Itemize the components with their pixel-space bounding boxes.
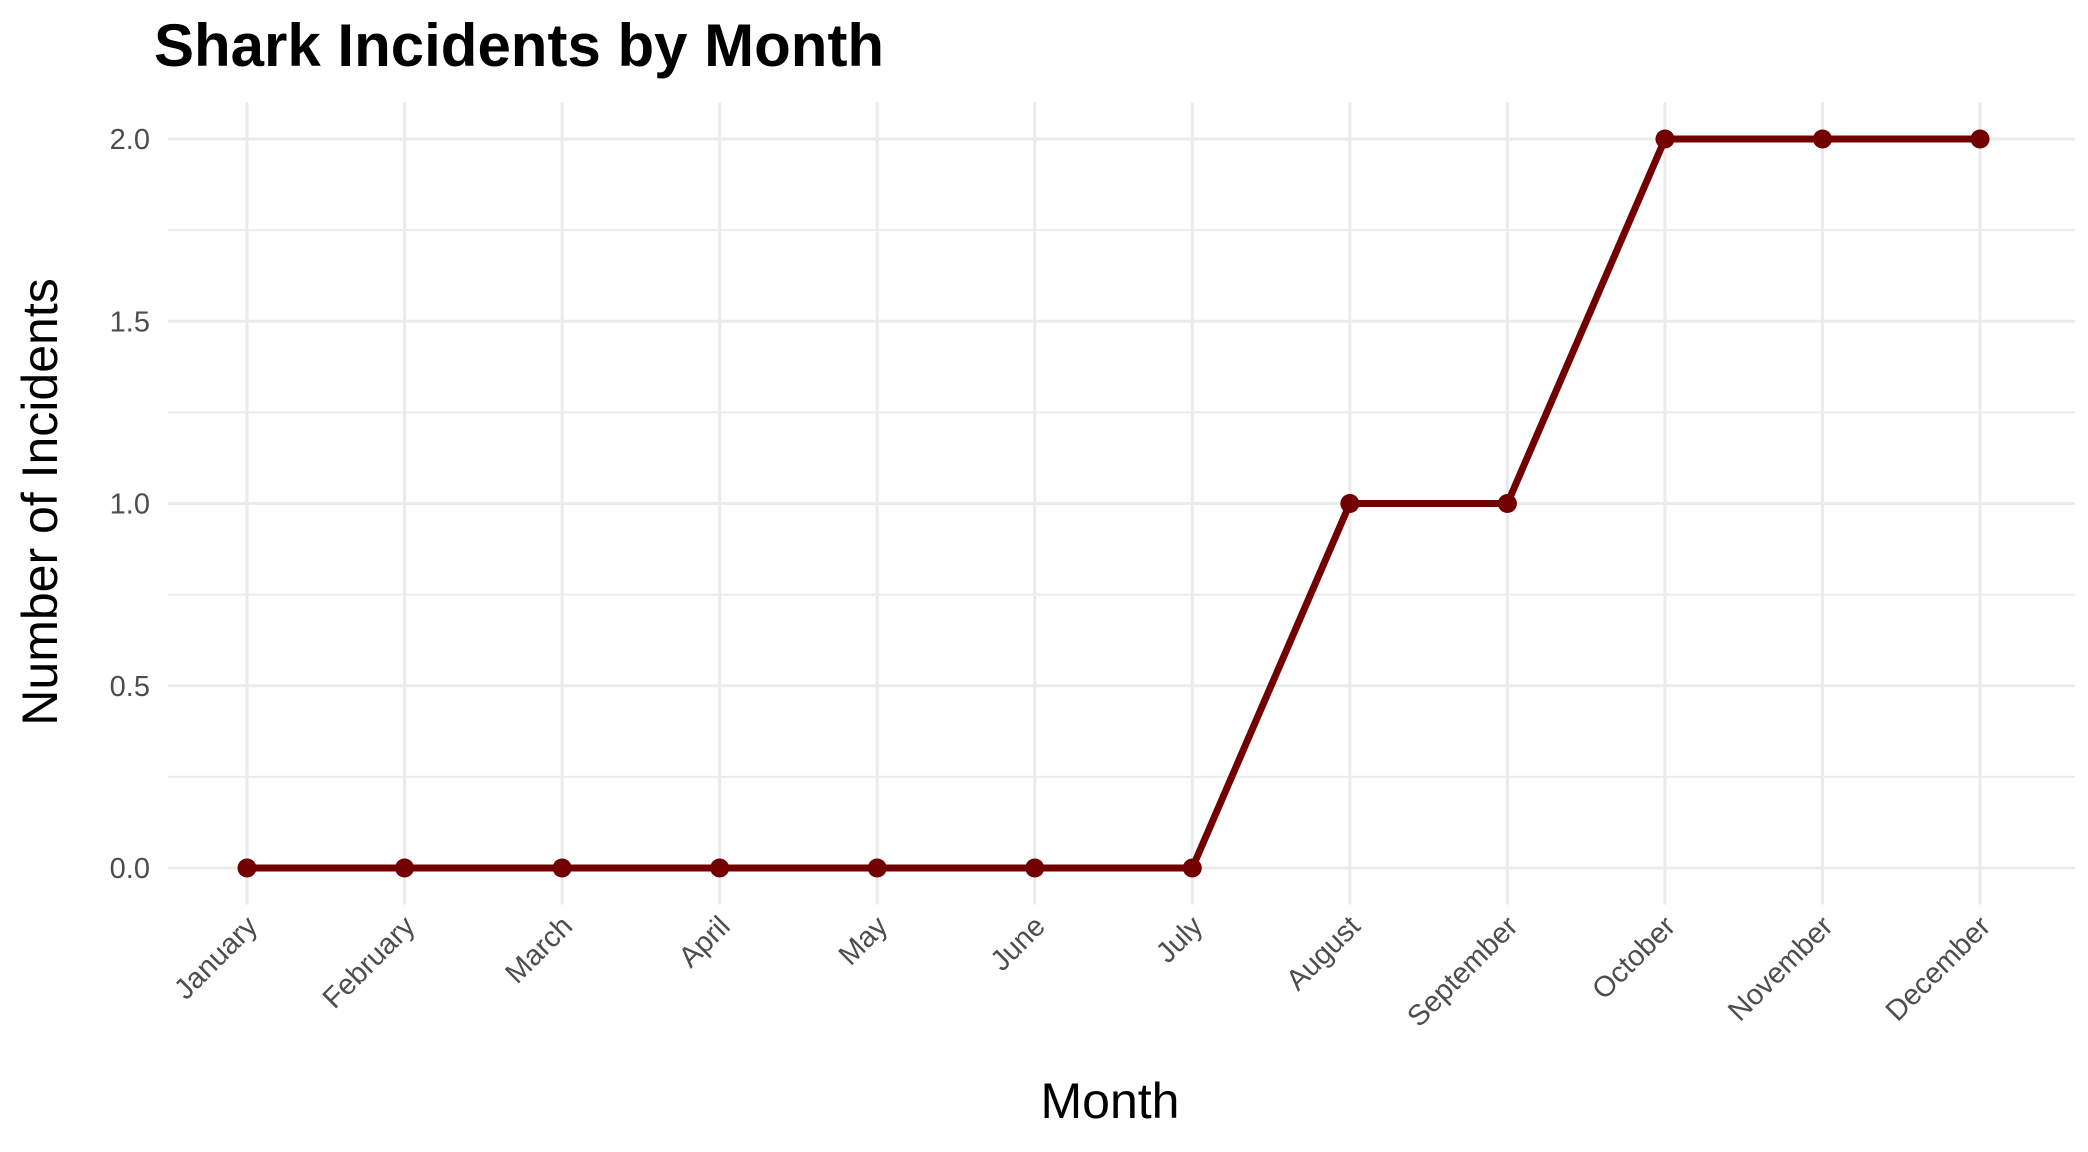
data-point xyxy=(1970,129,1990,149)
x-tick-label: January xyxy=(168,910,264,1006)
data-point xyxy=(867,858,887,878)
y-tick-label: 0.0 xyxy=(110,853,150,885)
x-tick-label: November xyxy=(1722,910,1839,1027)
x-tick-label: December xyxy=(1880,910,1997,1027)
x-tick-label: February xyxy=(317,910,422,1015)
y-tick-label: 2.0 xyxy=(110,124,150,156)
x-tick-label: July xyxy=(1150,910,1209,969)
x-axis-title: Month xyxy=(1041,1073,1180,1129)
data-point xyxy=(1182,858,1202,878)
chart-title: Shark Incidents by Month xyxy=(154,12,884,79)
data-point xyxy=(395,858,415,878)
data-point xyxy=(1025,858,1045,878)
data-point xyxy=(1340,494,1360,513)
x-tick-label: April xyxy=(673,910,737,974)
x-tick-label: May xyxy=(833,910,895,972)
x-tick-label: September xyxy=(1401,910,1524,1033)
x-tick-label: August xyxy=(1280,910,1366,996)
data-point xyxy=(1655,129,1675,149)
grid xyxy=(168,102,2075,905)
series-layer xyxy=(237,129,1990,878)
data-point xyxy=(552,858,572,878)
x-axis-ticks: January February March April May June July Augu… xyxy=(168,910,1997,1033)
series-line xyxy=(243,135,1984,872)
data-point xyxy=(237,858,257,878)
y-tick-label: 1.5 xyxy=(110,306,150,338)
x-tick-label: October xyxy=(1586,910,1682,1006)
y-axis-ticks: 0.0 0.5 1.0 1.5 2.0 xyxy=(110,124,150,885)
y-tick-label: 1.0 xyxy=(110,489,150,521)
y-tick-label: 0.5 xyxy=(110,671,150,703)
x-tick-label: March xyxy=(499,910,579,990)
y-axis-title: Number of Incidents xyxy=(12,278,68,725)
data-point xyxy=(1813,129,1832,149)
data-point xyxy=(710,858,730,878)
x-tick-label: June xyxy=(985,910,1052,977)
data-point xyxy=(1497,494,1517,513)
